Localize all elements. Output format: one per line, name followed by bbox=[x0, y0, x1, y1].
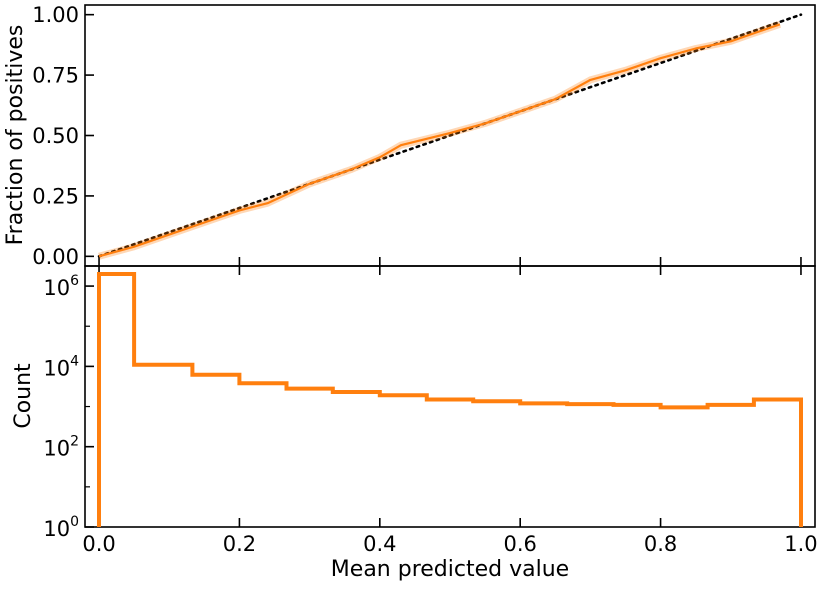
x-tick-label: 1.0 bbox=[784, 532, 817, 556]
count-histogram-step bbox=[97, 272, 803, 527]
bottom-plot-frame bbox=[84, 265, 816, 528]
x-tick-label: 0.8 bbox=[644, 532, 677, 556]
top-y-tick-label: 0.00 bbox=[32, 245, 79, 269]
x-tick-label: 0.0 bbox=[82, 532, 115, 556]
bottom-y-tick-label: 102 bbox=[43, 434, 79, 461]
bottom-y-tick-label: 106 bbox=[43, 273, 79, 300]
top-y-tick-label: 0.50 bbox=[32, 124, 79, 148]
count-histogram-panel: 100 102 104 106 0.0 0.2 0.4 0.6 0.8 1.0 Count Me… bbox=[11, 265, 818, 582]
x-axis-label: Mean predicted value bbox=[331, 557, 569, 582]
perfect-calibration-line bbox=[97, 13, 803, 258]
calibration-curve-panel: 0.00 0.25 0.50 0.75 1.00 Fraction of positiv… bbox=[3, 3, 816, 269]
top-y-axis-label: Fraction of positives bbox=[3, 25, 28, 246]
bottom-y-axis-label: Count bbox=[11, 363, 36, 429]
x-tick-label: 0.2 bbox=[223, 532, 256, 556]
calibration-curve bbox=[98, 23, 781, 258]
top-y-tick-label: 0.25 bbox=[32, 184, 79, 208]
top-y-tick-label: 0.75 bbox=[32, 64, 79, 88]
bottom-y-tick-label: 100 bbox=[43, 514, 79, 541]
x-tick-label: 0.6 bbox=[503, 532, 536, 556]
x-tick-label: 0.4 bbox=[363, 532, 396, 556]
bottom-y-tick-label: 104 bbox=[43, 353, 79, 380]
top-y-tick-label: 1.00 bbox=[32, 3, 79, 27]
